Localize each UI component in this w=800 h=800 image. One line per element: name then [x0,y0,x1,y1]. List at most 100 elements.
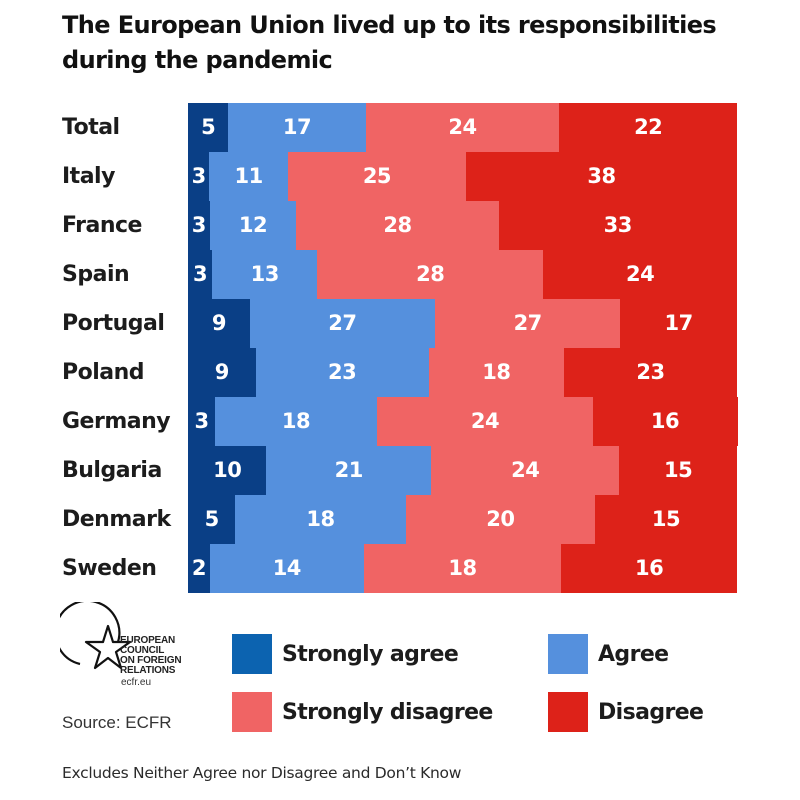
bar-segment-total-agree [228,103,367,152]
bar-segment-total-disagree [559,103,738,152]
data-label-bulgaria-strongly-agree: 10 [213,458,242,482]
data-label-france-strongly-disagree: 28 [383,213,412,237]
source-text: Source: ECFR [62,713,172,732]
bar-segment-total-strongly-agree [188,103,229,152]
data-label-italy-disagree: 38 [587,164,616,188]
bar-segment-spain-strongly-agree [188,250,213,299]
bar-segment-france-strongly-agree [188,201,211,250]
data-label-sweden-strongly-agree: 2 [191,556,207,580]
data-label-portugal-agree: 27 [328,311,357,335]
data-label-germany-strongly-agree: 3 [194,409,209,433]
category-label-germany: Germany [62,409,171,434]
logo-line: COUNCIL [120,645,165,656]
data-label-denmark-strongly-disagree: 20 [486,507,515,531]
data-label-france-disagree: 33 [603,213,633,237]
data-label-bulgaria-agree: 21 [334,458,364,482]
data-label-total-agree: 17 [282,115,312,139]
data-label-germany-strongly-disagree: 24 [470,409,500,433]
stacked-bar-chart: Total 5 17 24 22 Italy 3 11 25 38 France 3 12 28 33 Spa… [62,103,738,593]
bar-segment-germany-strongly-disagree [377,397,594,446]
category-label-italy: Italy [62,164,115,189]
data-label-bulgaria-strongly-disagree: 24 [511,458,540,482]
logo-url: ecfr.eu [121,677,152,688]
bar-segment-germany-disagree [593,397,738,446]
bar-segment-france-strongly-disagree [296,201,500,250]
bar-segment-denmark-disagree [595,495,738,544]
data-label-bulgaria-disagree: 15 [664,458,693,482]
data-label-poland-disagree: 23 [636,360,665,384]
category-label-spain: Spain [62,262,130,287]
bar-segment-bulgaria-agree [266,446,432,495]
bar-segment-bulgaria-strongly-disagree [431,446,620,495]
legend-label: Strongly disagree [282,699,493,725]
category-label-denmark: Denmark [62,507,171,532]
bar-segment-total-strongly-disagree [365,103,560,152]
legend-label: Disagree [598,699,704,725]
legend-swatch [232,634,272,674]
bar-segment-spain-agree [212,250,318,299]
bar-segment-poland-strongly-agree [188,348,257,397]
bar-segment-bulgaria-strongly-agree [188,446,267,495]
logo-line: RELATIONS [120,665,176,676]
bar-segment-sweden-disagree [561,544,738,593]
bar-segment-italy-agree [209,152,289,201]
data-label-italy-strongly-agree: 3 [191,164,207,188]
logo-text: EUROPEAN COUNCIL ON FOREIGN RELATIONS [120,635,182,676]
bar-segment-italy-strongly-agree [188,152,210,201]
legend-swatch [548,634,588,674]
footnote: Excludes Neither Agree nor Disagree and … [62,764,462,782]
data-label-total-disagree: 22 [634,115,663,139]
data-label-denmark-agree: 18 [306,507,335,531]
logo-line: ON FOREIGN [120,655,182,666]
legend-label: Strongly agree [282,641,459,667]
data-label-sweden-agree: 14 [272,556,302,580]
category-label-france: France [62,213,142,238]
data-label-germany-disagree: 16 [650,409,680,433]
legend-swatch [232,692,272,732]
data-label-poland-agree: 23 [328,360,357,384]
bar-segment-portugal-agree [249,299,436,348]
bar-segment-poland-disagree [564,348,738,397]
legend-label: Agree [598,641,669,667]
data-label-total-strongly-agree: 5 [201,115,216,139]
legend-item-agree: Agree [548,634,669,674]
data-label-spain-strongly-disagree: 28 [416,262,445,286]
bar-segment-france-disagree [498,201,738,250]
data-label-italy-strongly-disagree: 25 [362,164,392,188]
bar-segment-denmark-agree [235,495,407,544]
data-label-poland-strongly-agree: 9 [214,360,230,384]
bar-segment-sweden-strongly-disagree [363,544,562,593]
chart-title: The European Union lived up to its respo… [62,11,717,74]
bar-segment-spain-strongly-disagree [317,250,544,299]
bar-segment-poland-strongly-disagree [428,348,565,397]
legend-swatch [548,692,588,732]
data-label-denmark-strongly-agree: 5 [204,507,220,531]
bar-segment-germany-agree [215,397,378,446]
bar-segment-italy-disagree [466,152,738,201]
legend-item-strongly-agree: Strongly agree [232,634,459,674]
category-label-bulgaria: Bulgaria [62,458,162,483]
data-label-germany-agree: 18 [281,409,311,433]
bar-segment-portugal-strongly-agree [188,299,251,348]
bar-segment-portugal-strongly-disagree [435,299,621,348]
data-label-italy-agree: 11 [234,164,263,188]
data-label-sweden-strongly-disagree: 18 [448,556,477,580]
category-label-total: Total [62,115,120,140]
bar-segment-sweden-agree [209,544,365,593]
bar-segment-portugal-disagree [620,299,738,348]
category-label-poland: Poland [62,360,145,385]
legend-item-strongly-disagree: Strongly disagree [232,692,493,732]
data-label-spain-disagree: 24 [625,262,655,286]
data-label-france-agree: 12 [238,213,268,237]
data-label-total-strongly-disagree: 24 [448,115,477,139]
bar-segment-bulgaria-disagree [619,446,738,495]
data-label-portugal-strongly-agree: 9 [211,311,227,335]
data-label-portugal-strongly-disagree: 27 [513,311,543,335]
category-label-sweden: Sweden [62,556,157,581]
logo-line: EUROPEAN [120,635,176,646]
data-label-sweden-disagree: 16 [635,556,664,580]
data-label-poland-strongly-disagree: 18 [482,360,511,384]
data-label-france-strongly-agree: 3 [191,213,207,237]
legend-item-disagree: Disagree [548,692,704,732]
bar-segment-france-agree [209,201,297,250]
